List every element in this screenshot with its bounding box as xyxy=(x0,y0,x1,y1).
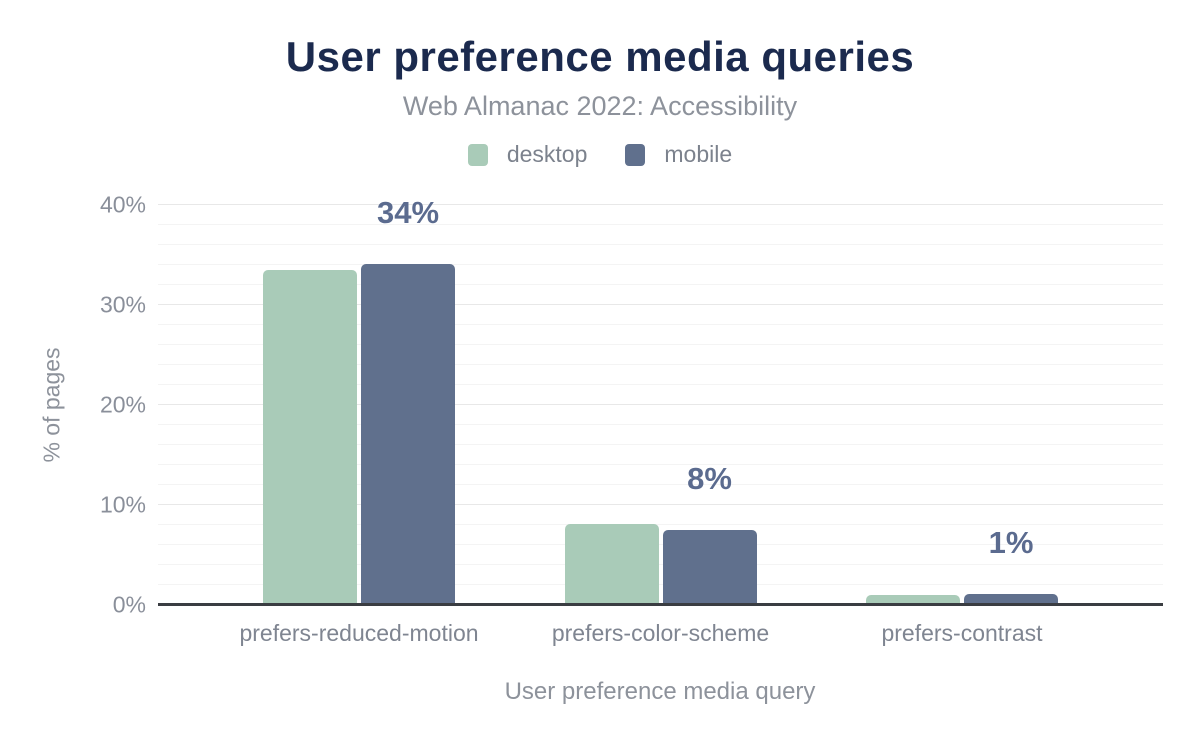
data-label-prefers-color-scheme: 8% xyxy=(687,461,732,496)
bar-mobile-prefers-color-scheme[interactable] xyxy=(662,530,757,605)
gridline-minor-12pct xyxy=(158,484,1163,485)
legend-item-mobile: mobile xyxy=(625,141,732,168)
gridline-minor-32pct xyxy=(158,284,1163,285)
y-tick-label-40pct: 40% xyxy=(99,191,146,218)
chart-title: User preference media queries xyxy=(285,33,915,80)
gridline-minor-8pct xyxy=(158,524,1163,525)
gridline-minor-22pct xyxy=(158,384,1163,385)
x-axis-title: User preference media query xyxy=(504,678,816,705)
legend-swatch-mobile xyxy=(625,143,646,166)
chart-subtitle: Web Almanac 2022: Accessibility xyxy=(402,91,798,121)
gridline-major-30pct xyxy=(158,304,1163,305)
bar-desktop-prefers-contrast[interactable] xyxy=(866,595,960,605)
gridline-minor-28pct xyxy=(158,324,1163,325)
gridline-major-10pct xyxy=(158,504,1163,505)
y-tick-label-0pct: 0% xyxy=(112,591,146,618)
data-label-prefers-contrast: 1% xyxy=(988,525,1034,560)
legend-label-mobile: mobile xyxy=(664,141,733,167)
x-tick-label-prefers-reduced-motion: prefers-reduced-motion xyxy=(239,620,479,646)
gridline-minor-26pct xyxy=(158,344,1163,345)
gridline-minor-6pct xyxy=(158,544,1163,545)
gridline-minor-34pct xyxy=(158,264,1163,265)
gridline-minor-14pct xyxy=(158,464,1163,465)
plot-area: 34% 8% 1% xyxy=(158,195,1163,606)
gridline-minor-18pct xyxy=(158,424,1163,425)
x-tick-label-prefers-color-scheme: prefers-color-scheme xyxy=(551,620,770,646)
y-tick-label-20pct: 20% xyxy=(99,391,146,418)
bar-desktop-prefers-color-scheme[interactable] xyxy=(564,524,659,605)
gridline-minor-38pct xyxy=(158,224,1163,225)
gridline-minor-36pct xyxy=(158,244,1163,245)
gridline-minor-2pct xyxy=(158,584,1163,585)
gridline-minor-24pct xyxy=(158,364,1163,365)
gridline-minor-16pct xyxy=(158,444,1163,445)
x-axis-line xyxy=(158,603,1163,606)
legend-swatch-desktop xyxy=(467,143,488,166)
legend-label-desktop: desktop xyxy=(506,141,588,167)
gridline-major-40pct xyxy=(158,204,1163,205)
gridline-minor-4pct xyxy=(158,564,1163,565)
y-tick-label-30pct: 30% xyxy=(99,291,146,318)
bar-mobile-prefers-reduced-motion[interactable] xyxy=(361,264,455,605)
bar-desktop-prefers-reduced-motion[interactable] xyxy=(263,270,357,605)
gridline-major-20pct xyxy=(158,404,1163,405)
x-tick-label-prefers-contrast: prefers-contrast xyxy=(881,620,1043,646)
data-label-prefers-reduced-motion: 34% xyxy=(376,195,440,230)
bar-mobile-prefers-contrast[interactable] xyxy=(964,594,1058,605)
legend: desktop mobile xyxy=(0,141,1200,168)
legend-item-desktop: desktop xyxy=(467,141,588,168)
y-tick-label-10pct: 10% xyxy=(99,491,146,518)
